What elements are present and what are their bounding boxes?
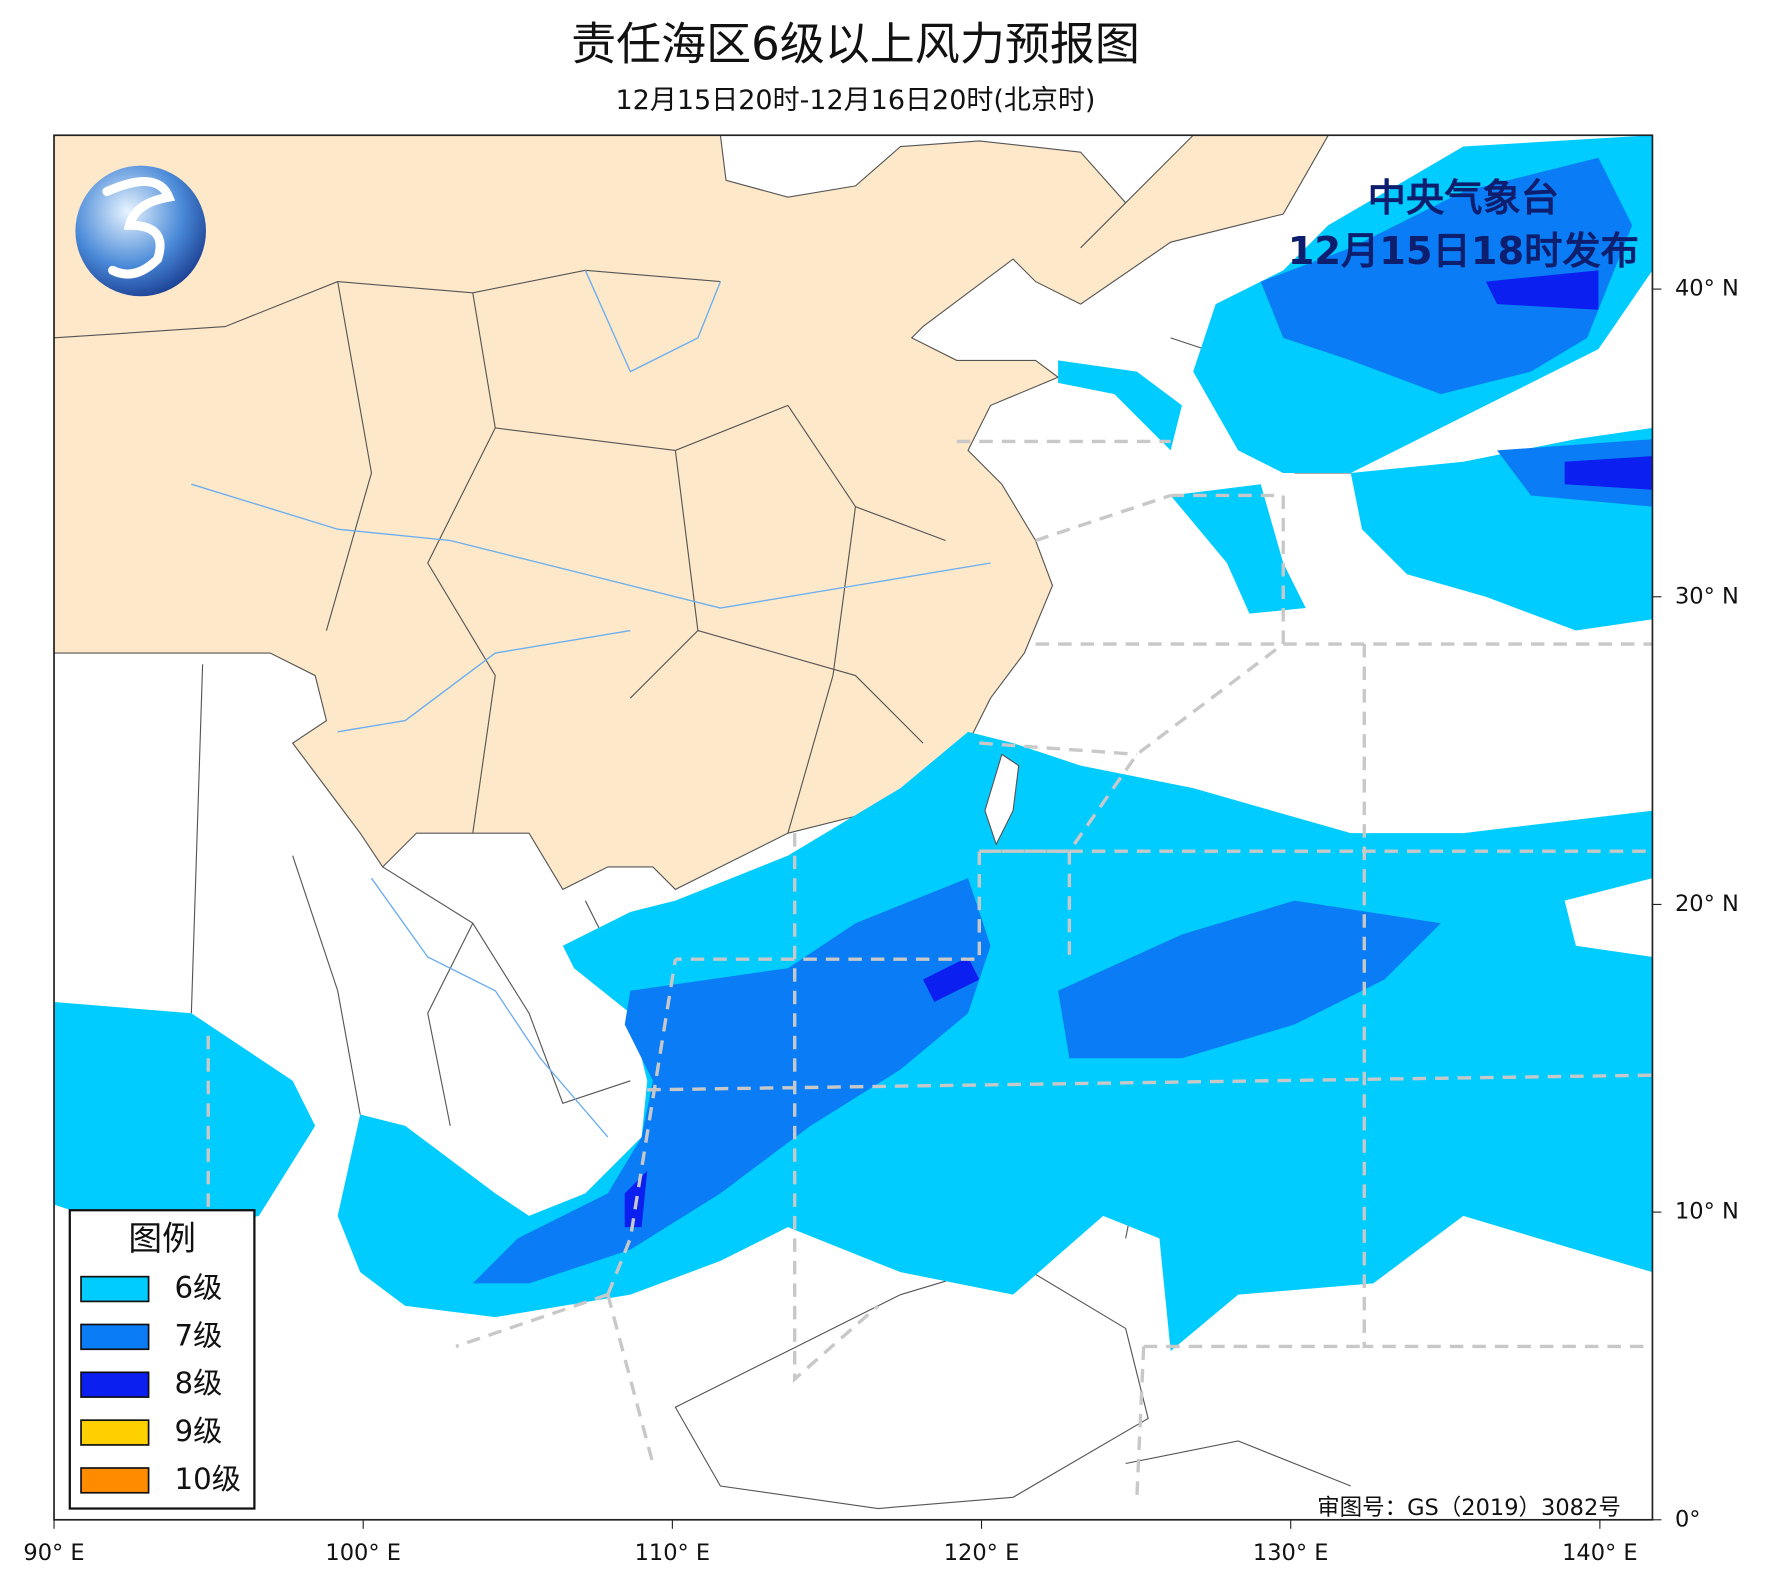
y-tick-label: 0° [1675, 1506, 1701, 1532]
legend-swatch [80, 1371, 150, 1398]
legend-label: 7级 [174, 1318, 222, 1352]
sea-area-boundaries [206, 439, 1653, 1498]
wind-areas [54, 135, 1653, 1351]
y-tick-label: 40° N [1675, 276, 1739, 302]
legend-label: 8级 [174, 1366, 222, 1400]
wind-area [1058, 900, 1441, 1059]
y-tick-label: 30° N [1675, 583, 1739, 609]
x-tick-label: 120° E [944, 1540, 1020, 1566]
map-frame [53, 134, 1654, 1521]
title: 责任海区6级以上风力预报图 [571, 17, 1140, 70]
legend-label: 10级 [174, 1462, 240, 1496]
legend-title: 图例 [128, 1219, 196, 1258]
legend: 图例 6级 7级 8级 9级 10级 [68, 1209, 256, 1510]
wind-area [1564, 456, 1653, 490]
wind-area [472, 878, 991, 1284]
map-body [53, 134, 1654, 1521]
wind-area [923, 956, 980, 1002]
y-tick-label: 10° N [1675, 1199, 1739, 1225]
wind-area [54, 1001, 316, 1239]
legend-label: 9级 [174, 1414, 222, 1448]
subtitle: 12月15日20时-12月16日20时(北京时) [616, 85, 1096, 116]
x-tick-label: 130° E [1253, 1540, 1329, 1566]
wind-area [1485, 270, 1599, 310]
wind-area [1170, 484, 1306, 614]
rivers [191, 270, 991, 1138]
logo-mark [102, 177, 176, 279]
y-tick-label: 20° N [1675, 891, 1739, 917]
issue-time: 12月15日18时发布 [1288, 229, 1639, 274]
taiwan [984, 753, 1020, 846]
approval-number: 审图号：GS（2019）3082号 [1317, 1495, 1621, 1521]
x-tick-label: 140° E [1562, 1540, 1638, 1566]
x-tick-label: 100° E [325, 1540, 401, 1566]
axes: 90° E 100° E 110° E 120° E 130° E 140° E 0° 10°… [23, 276, 1738, 1566]
x-tick-label: 90° E [23, 1540, 84, 1566]
legend-swatch [80, 1323, 150, 1351]
logo [75, 165, 206, 297]
legend-box [68, 1209, 256, 1510]
legend-swatch [80, 1419, 150, 1446]
legend-label: 6级 [174, 1271, 222, 1305]
wind-area [1058, 360, 1182, 451]
legend-swatch [80, 1275, 150, 1303]
agency: 中央气象台 [1368, 176, 1559, 221]
legend-swatch [80, 1467, 150, 1494]
x-tick-label: 110° E [635, 1540, 711, 1566]
wind-area [1260, 157, 1633, 395]
